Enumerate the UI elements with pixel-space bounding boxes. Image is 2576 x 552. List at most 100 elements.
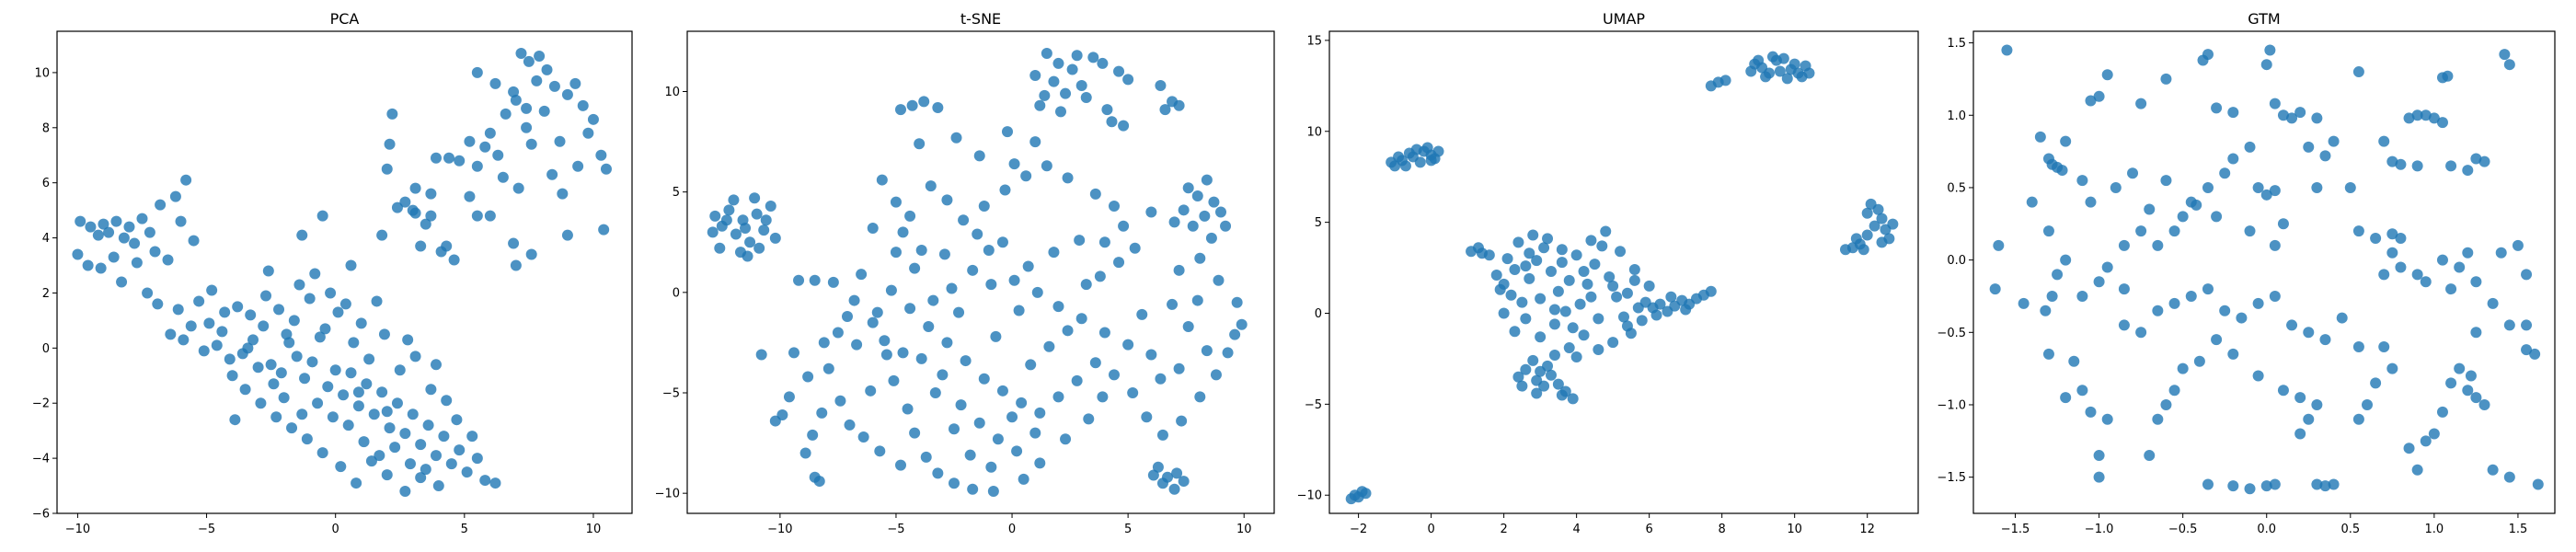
data-point: [211, 339, 223, 351]
data-point: [753, 242, 765, 254]
data-point: [368, 408, 380, 420]
data-point: [714, 242, 726, 254]
data-point: [2202, 283, 2214, 295]
data-point: [219, 306, 231, 318]
data-point: [471, 66, 483, 78]
data-point: [489, 77, 501, 89]
data-point: [116, 276, 128, 288]
data-point: [1101, 104, 1113, 116]
data-point: [2260, 59, 2272, 71]
data-point: [978, 373, 990, 385]
data-point: [288, 315, 300, 327]
data-point: [479, 475, 491, 487]
data-point: [906, 99, 918, 111]
data-point: [1152, 461, 1164, 473]
data-point: [438, 431, 450, 443]
data-point: [82, 259, 94, 271]
points-tsne: [707, 48, 1248, 497]
data-point: [1531, 255, 1543, 267]
data-point: [169, 190, 181, 202]
data-point: [758, 224, 770, 236]
data-point: [2168, 297, 2180, 309]
data-point: [1665, 291, 1677, 303]
data-point: [925, 180, 937, 192]
data-point: [967, 264, 979, 276]
data-point: [404, 458, 416, 470]
data-point: [1548, 349, 1560, 361]
data-point: [275, 367, 287, 379]
data-point: [180, 174, 192, 186]
data-point: [484, 210, 496, 222]
data-point: [2252, 297, 2264, 309]
x-tick-label: 5: [461, 523, 468, 536]
data-point: [2177, 362, 2189, 374]
data-point: [365, 455, 377, 467]
data-point: [103, 226, 115, 238]
data-point: [175, 215, 187, 227]
data-point: [441, 240, 453, 252]
data-point: [2219, 167, 2231, 179]
data-point: [788, 347, 799, 359]
data-point: [2085, 196, 2097, 208]
data-point: [1585, 235, 1597, 247]
data-point: [2034, 131, 2046, 143]
data-point: [425, 210, 437, 222]
data-point: [1570, 249, 1582, 261]
data-point: [1589, 259, 1601, 270]
data-point: [142, 287, 154, 299]
data-point: [430, 359, 442, 371]
data-point: [867, 316, 879, 328]
data-point: [1052, 301, 1064, 313]
data-point: [296, 408, 308, 420]
data-point: [1596, 240, 1608, 252]
data-point: [2311, 398, 2323, 410]
data-point: [523, 55, 535, 67]
data-point: [260, 290, 272, 302]
data-point: [1156, 429, 1168, 441]
data-point: [2465, 370, 2477, 382]
data-point: [1531, 387, 1543, 399]
data-point: [415, 439, 427, 451]
data-point: [793, 274, 805, 286]
data-point: [2294, 107, 2306, 119]
data-point: [1628, 264, 1640, 276]
data-point: [2152, 413, 2164, 425]
data-point: [1643, 280, 1655, 292]
data-point: [281, 328, 293, 340]
data-point: [932, 101, 944, 113]
data-point: [1089, 357, 1101, 369]
data-point: [2352, 66, 2364, 78]
data-point: [2193, 355, 2205, 367]
data-point: [996, 385, 1008, 397]
data-point: [1989, 283, 2001, 295]
data-point: [2503, 59, 2515, 71]
data-point: [306, 356, 318, 368]
data-point: [1574, 298, 1586, 310]
data-point: [2042, 225, 2054, 237]
data-point: [1194, 391, 1206, 403]
data-point: [1231, 296, 1243, 308]
data-point: [1527, 354, 1539, 366]
data-point: [2085, 406, 2097, 418]
data-point: [2436, 254, 2448, 266]
data-point: [999, 184, 1011, 196]
data-point: [728, 194, 740, 206]
data-point: [541, 63, 553, 75]
data-point: [941, 194, 953, 206]
data-point: [152, 298, 164, 310]
data-point: [2487, 464, 2499, 476]
data-point: [914, 138, 926, 150]
data-point: [1145, 349, 1157, 361]
data-point: [118, 232, 130, 244]
data-point: [415, 240, 427, 252]
data-point: [471, 453, 483, 465]
data-point: [2411, 464, 2423, 476]
data-point: [2445, 160, 2457, 172]
data-point: [1041, 160, 1052, 172]
data-point: [1520, 363, 1532, 375]
data-point: [2018, 297, 2030, 309]
data-point: [2352, 341, 2364, 353]
data-point: [2227, 480, 2239, 492]
data-point: [381, 163, 393, 175]
data-point: [2521, 269, 2533, 281]
